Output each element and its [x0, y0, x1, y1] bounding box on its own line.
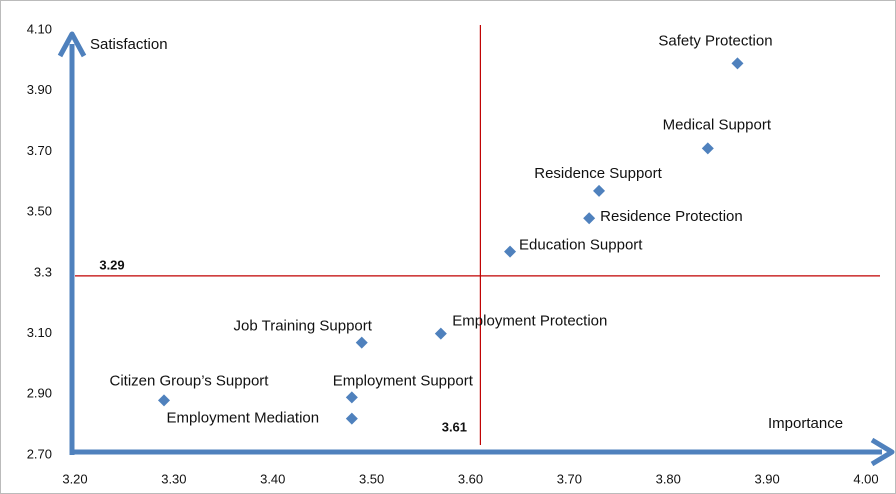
- y-tick-label: 3.90: [27, 82, 52, 97]
- point-label: Safety Protection: [658, 32, 772, 49]
- reference-label: 3.29: [99, 257, 124, 272]
- point: [157, 394, 170, 407]
- x-axis-label: Importance: [768, 415, 843, 432]
- point-label: Medical Support: [663, 116, 772, 133]
- y-tick-label: 3.70: [27, 143, 52, 158]
- x-tick-label: 3.70: [557, 471, 582, 486]
- point: [583, 212, 596, 225]
- x-axis-arrowhead: [870, 437, 895, 467]
- point: [504, 245, 517, 258]
- point: [355, 336, 368, 349]
- x-tick-label: 3.90: [754, 471, 779, 486]
- y-tick-label: 2.90: [27, 386, 52, 401]
- x-tick-label: 4.00: [853, 471, 878, 486]
- y-tick-label: 2.70: [27, 446, 52, 461]
- reference-label: 3.61: [442, 419, 467, 434]
- y-axis-label: Satisfaction: [90, 36, 168, 53]
- x-tick-label: 3.60: [458, 471, 483, 486]
- y-tick-label: 4.10: [27, 21, 52, 36]
- point-label: Citizen Group’s Support: [109, 372, 269, 389]
- x-tick-label: 3.80: [656, 471, 681, 486]
- point: [434, 327, 447, 340]
- point-label: Employment Support: [333, 372, 474, 389]
- point: [345, 412, 358, 425]
- point-label: Residence Protection: [600, 208, 743, 225]
- point-label: Education Support: [519, 237, 643, 254]
- point: [593, 184, 606, 197]
- point-label: Job Training Support: [234, 318, 373, 335]
- y-axis-arrowhead: [57, 31, 87, 58]
- y-tick-label: 3.3: [34, 264, 52, 279]
- point: [731, 57, 744, 70]
- point-label: Employment Protection: [452, 313, 607, 330]
- x-tick-label: 3.40: [260, 471, 285, 486]
- x-tick-label: 3.30: [161, 471, 186, 486]
- x-tick-label: 3.50: [359, 471, 384, 486]
- y-tick-label: 3.50: [27, 204, 52, 219]
- x-tick-label: 3.20: [62, 471, 87, 486]
- point-label: Residence Support: [534, 165, 662, 182]
- point-label: Employment Mediation: [167, 410, 320, 427]
- point: [345, 391, 358, 404]
- point: [701, 142, 714, 155]
- y-tick-label: 3.10: [27, 325, 52, 340]
